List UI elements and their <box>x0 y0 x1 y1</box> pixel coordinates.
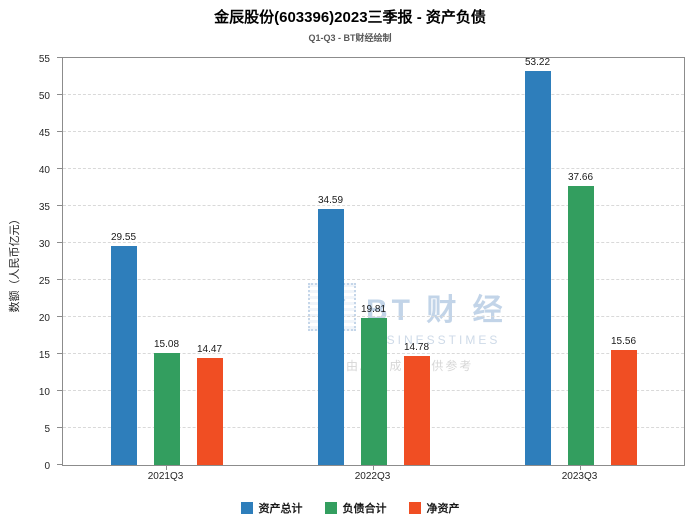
legend-label: 资产总计 <box>258 503 303 515</box>
legend-item: 资产总计 <box>240 500 303 516</box>
x-tick-label: 2023Q3 <box>561 471 598 482</box>
legend-label: 净资产 <box>426 503 460 515</box>
y-tick-label: 15 <box>38 350 50 361</box>
gridline <box>63 279 684 280</box>
x-tick-mark <box>372 466 374 470</box>
y-tick-label: 50 <box>38 91 50 102</box>
gridline <box>63 316 684 317</box>
bar-value-label: 14.78 <box>403 341 430 353</box>
y-tick-mark <box>57 279 62 280</box>
y-tick-label: 40 <box>38 165 50 176</box>
watermark-text: BT 财 经 <box>366 294 507 327</box>
y-tick-label: 35 <box>38 202 50 213</box>
y-tick-mark <box>57 390 62 391</box>
y-tick-label: 25 <box>38 276 50 287</box>
y-tick-mark <box>57 353 62 354</box>
gridline <box>63 131 684 132</box>
y-tick-label: 55 <box>38 54 50 65</box>
x-axis-labels: 2021Q3 2022Q3 2023Q3 <box>62 471 685 485</box>
bar-value-label: 19.81 <box>360 304 387 316</box>
x-tick-label: 2022Q3 <box>354 471 391 482</box>
bar-value-label: 29.55 <box>110 232 137 244</box>
y-axis-ticks: 0 5 10 15 20 25 30 35 40 45 50 55 <box>18 54 56 472</box>
y-tick-mark <box>57 205 62 206</box>
bar <box>196 357 223 465</box>
chart-subtitle: Q1-Q3 - BT财经绘制 <box>308 33 392 43</box>
legend-swatch <box>240 502 253 514</box>
bar <box>360 318 387 465</box>
bar <box>403 355 430 465</box>
plot-area: BT BT 财 经 BUSINESSTIMES 内容由AI生成，仅供参考 29.… <box>62 57 685 466</box>
bar <box>110 246 137 465</box>
bar <box>567 186 594 465</box>
legend-swatch <box>408 502 421 514</box>
legend-item: 负债合计 <box>324 500 387 516</box>
bar <box>317 209 344 465</box>
y-tick-mark <box>57 242 62 243</box>
y-tick-label: 10 <box>38 387 50 398</box>
bar-value-label: 15.56 <box>610 335 637 347</box>
legend-swatch <box>324 502 337 514</box>
gridline <box>63 242 684 243</box>
y-tick-mark <box>57 464 62 465</box>
gridline <box>63 94 684 95</box>
bar-value-label: 14.47 <box>196 343 223 355</box>
x-tick-mark <box>579 466 581 470</box>
bar-value-label: 37.66 <box>567 172 594 184</box>
y-tick-label: 20 <box>38 313 50 324</box>
bar <box>524 71 551 465</box>
bar <box>153 353 180 465</box>
y-tick-mark <box>57 94 62 95</box>
y-tick-label: 30 <box>38 239 50 250</box>
legend: 资产总计 负债合计 净资产 <box>0 500 700 516</box>
x-tick-mark <box>165 466 167 470</box>
gridline <box>63 205 684 206</box>
gridline <box>63 168 684 169</box>
y-tick-label: 5 <box>44 424 50 435</box>
bar-value-label: 53.22 <box>524 57 551 69</box>
legend-item: 净资产 <box>408 500 460 516</box>
y-tick-mark <box>57 316 62 317</box>
x-tick-label: 2021Q3 <box>147 471 184 482</box>
y-tick-mark <box>57 57 62 58</box>
y-tick-label: 45 <box>38 128 50 139</box>
bar-value-label: 15.08 <box>153 339 180 351</box>
y-tick-mark <box>57 131 62 132</box>
legend-label: 负债合计 <box>342 503 387 515</box>
y-tick-label: 0 <box>44 461 50 472</box>
chart-title: 金辰股份(603396)2023三季报 - 资产负债 <box>214 9 486 26</box>
y-tick-mark <box>57 168 62 169</box>
bar-value-label: 34.59 <box>317 195 344 207</box>
y-tick-mark <box>57 427 62 428</box>
bar <box>610 349 637 465</box>
